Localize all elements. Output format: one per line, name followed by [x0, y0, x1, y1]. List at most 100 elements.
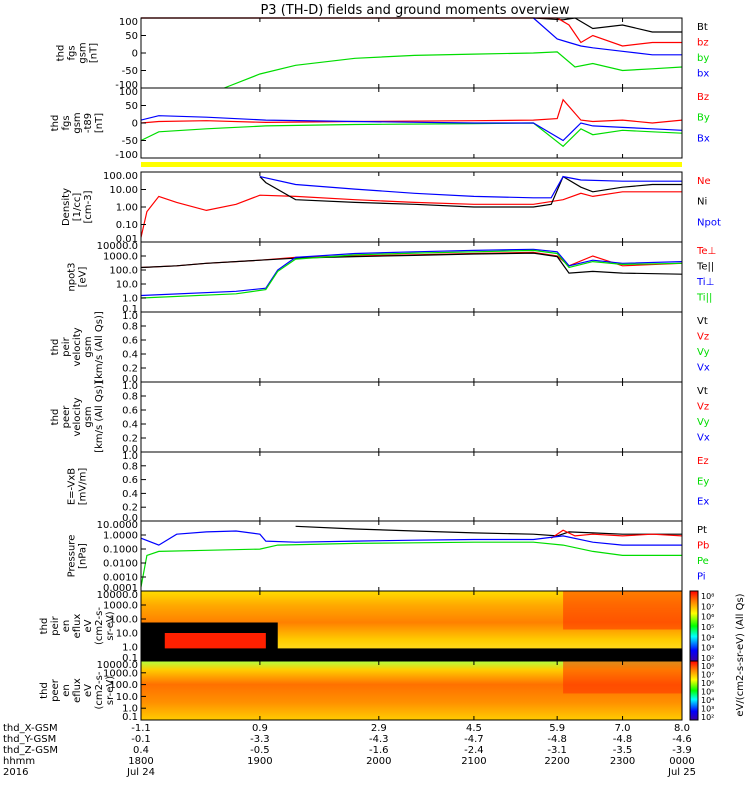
time-z-gsm: -0.5 — [250, 745, 270, 756]
y-axis-label: (cm2-s- — [94, 607, 105, 645]
y-tick-label: 0.0 — [122, 513, 138, 524]
y-tick-label: 50 — [125, 31, 138, 42]
time-x-gsm: 5.9 — [549, 723, 565, 734]
colorbar-tick: 10³ — [701, 644, 714, 653]
colorbar-tick: 10⁴ — [701, 696, 714, 705]
y-tick-label: -100 — [115, 80, 138, 91]
panel-frame-peer-spectrogram — [140, 660, 683, 721]
colorbar-tick: 10⁸ — [701, 662, 714, 671]
y-axis-label: npot3 — [67, 262, 78, 291]
colorbar — [689, 590, 699, 662]
y-tick-label: 0.8 — [122, 461, 138, 472]
y-tick-label: 0.0010 — [103, 573, 138, 584]
y-axis-label: Density — [61, 188, 72, 226]
y-axis-label: [km/s (All Qs)] — [94, 311, 105, 383]
series-fgs-t89-Bx — [141, 115, 682, 142]
y-axis-label: thd — [39, 682, 50, 699]
y-tick-label: 10000.0 — [97, 590, 138, 601]
time-row-label: thd_Y-GSM — [3, 734, 56, 745]
y-tick-label: 10.00 — [109, 185, 138, 196]
y-tick-label: 0.1 — [122, 712, 138, 723]
y-tick-label: 1.00 — [116, 203, 138, 214]
time-y-gsm: -0.1 — [131, 734, 151, 745]
legend-Vy: Vy — [697, 417, 710, 428]
series-density-Ni — [259, 175, 682, 208]
flag-bar — [141, 162, 682, 167]
colorbar — [689, 660, 699, 721]
y-axis-label: peir — [61, 336, 72, 356]
y-tick-label: 0.6 — [122, 336, 138, 347]
legend-Vt: Vt — [697, 386, 708, 397]
series-temperature-Te|| — [141, 252, 682, 275]
time-y-gsm: -4.6 — [672, 734, 692, 745]
y-axis-label: gsm — [83, 406, 94, 427]
y-tick-label: 0.8 — [122, 392, 138, 403]
y-axis-label: thd — [50, 115, 61, 132]
y-axis-label: [nPa] — [78, 543, 89, 569]
legend-Vx: Vx — [697, 433, 710, 444]
y-tick-label: 1.0 — [122, 311, 138, 322]
legend-Pe: Pe — [697, 556, 709, 567]
legend-Te||: Te|| — [696, 262, 714, 273]
series-density-Npot — [259, 175, 682, 199]
series-temperature-Te⊥ — [141, 251, 682, 269]
y-tick-label: 1.0 — [122, 381, 138, 392]
time-x-gsm: -1.1 — [131, 723, 151, 734]
series-pressure-Pt — [295, 525, 682, 537]
legend-bx: bx — [697, 69, 709, 80]
y-tick-label: 100 — [119, 17, 138, 28]
y-tick-label: 100.0 — [109, 266, 138, 277]
y-axis-label: [1/cc] — [72, 193, 83, 222]
legend-Pb: Pb — [697, 541, 709, 552]
legend-Ne: Ne — [697, 176, 711, 187]
series-fgs-by — [223, 51, 682, 89]
legend-Vy: Vy — [697, 347, 710, 358]
series-pressure-Pe — [141, 541, 682, 588]
y-tick-label: 1.0 — [122, 643, 138, 654]
legend-Ti||: Ti|| — [696, 293, 712, 304]
time-y-gsm: -3.3 — [250, 734, 270, 745]
y-tick-label: 10000.0 — [97, 660, 138, 671]
time-date: Jul 25 — [667, 767, 696, 778]
time-x-gsm: 0.9 — [252, 723, 268, 734]
time-x-gsm: 2.9 — [371, 723, 387, 734]
legend-Bt: Bt — [697, 22, 708, 33]
colorbar-label: eV/(cm2-s-sr-eV) (All Qs) — [735, 593, 746, 716]
y-tick-label: 0 — [132, 119, 138, 130]
legend-Vx: Vx — [697, 363, 710, 374]
legend-Npot: Npot — [697, 217, 721, 228]
colorbar-tick: 10² — [701, 713, 714, 722]
y-axis-label: sr-eV) — [105, 611, 116, 640]
y-axis-label: sr-eV) — [105, 676, 116, 705]
y-tick-label: 0.6 — [122, 475, 138, 486]
y-axis-label: eflux — [72, 678, 83, 703]
spectrogram-active-region — [563, 661, 682, 694]
legend-By: By — [697, 113, 710, 124]
colorbar-tick: 10⁵ — [701, 688, 714, 697]
colorbar-tick: 10³ — [701, 705, 714, 714]
panel-frame-fgs-t89 — [140, 87, 683, 159]
y-tick-label: 1000.0 — [103, 252, 138, 263]
time-x-gsm: 8.0 — [674, 723, 690, 734]
panel-frame-temperature — [140, 241, 683, 313]
y-tick-label: 0.2 — [122, 434, 138, 445]
y-tick-label: 0.0 — [122, 374, 138, 385]
time-z-gsm: -3.5 — [613, 745, 633, 756]
time-row-label: thd_Z-GSM — [3, 745, 58, 756]
y-tick-label: 50 — [125, 101, 138, 112]
legend-by: by — [697, 53, 709, 64]
time-hhmm: 1800 — [128, 756, 153, 767]
legend-Ex: Ex — [697, 497, 709, 508]
time-row-label: hhmm — [3, 756, 35, 767]
series-fgs-bx — [533, 17, 682, 56]
y-tick-label: 0 — [132, 49, 138, 60]
y-tick-label: -50 — [122, 66, 138, 77]
panel-frame-peer-velocity — [140, 381, 683, 453]
colorbar-tick: 10⁷ — [701, 602, 714, 611]
y-tick-label: 10.0 — [116, 629, 138, 640]
y-axis-label: [km/s (All Qs)] — [94, 381, 105, 453]
y-axis-label: gsm — [78, 42, 89, 63]
time-hhmm: 2100 — [461, 756, 486, 767]
time-z-gsm: -3.9 — [672, 745, 692, 756]
